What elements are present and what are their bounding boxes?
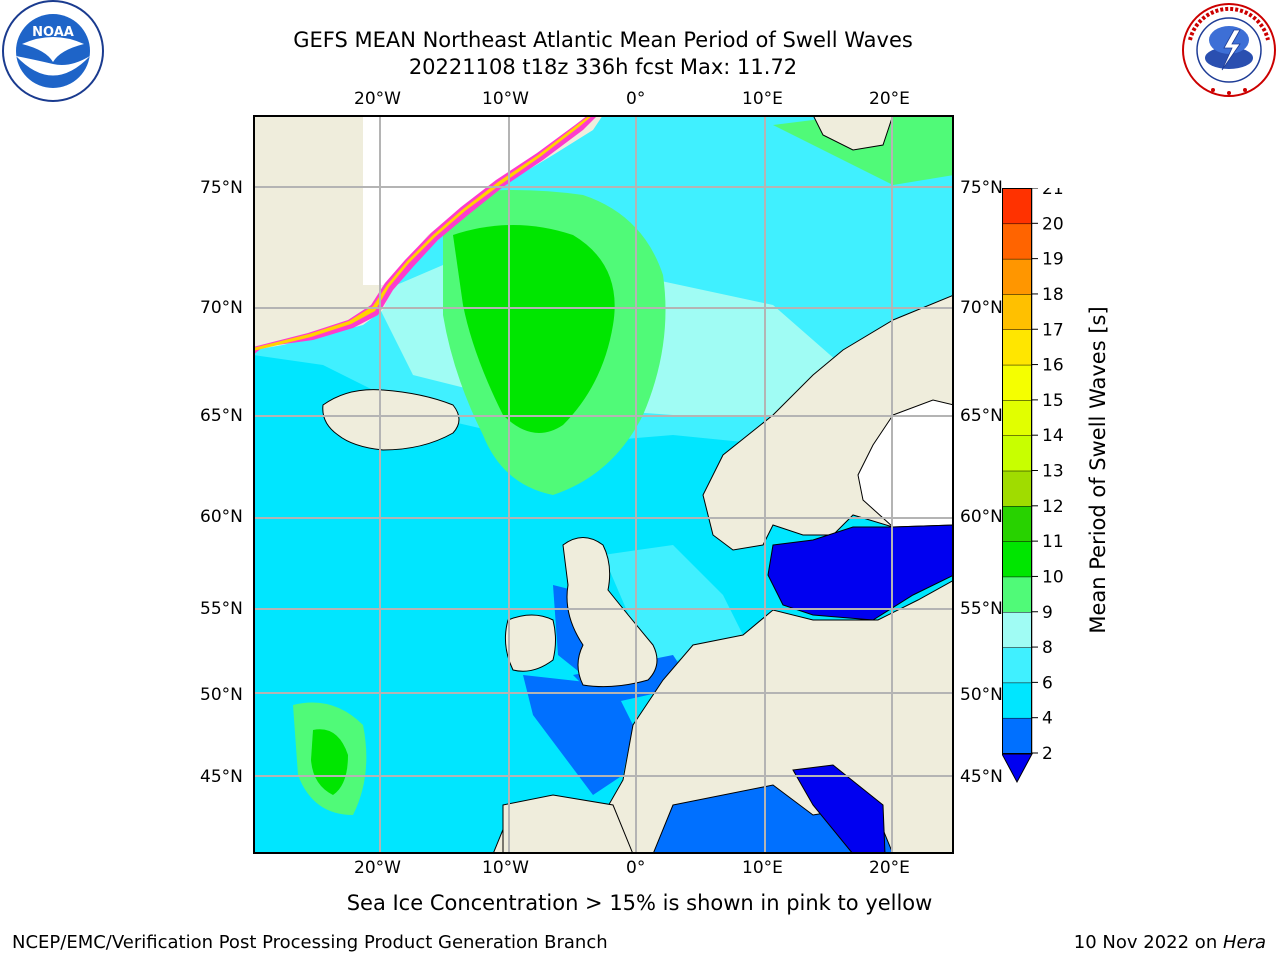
lon-tick-label: 10°W [482,858,529,878]
colorbar-swatch [1002,293,1033,330]
colorbar-tick-label: 9 [1042,603,1053,623]
sea-adriatic [792,764,886,854]
colorbar-swatch [1002,470,1033,507]
sea-ice-note: Sea Ice Concentration > 15% is shown in … [346,891,933,915]
footer-credit: NCEP/EMC/Verification Post Processing Pr… [12,932,608,953]
swell-field-green-inner [453,225,615,433]
lon-tick-label: 20°W [354,89,401,109]
colorbar-swatch [1002,258,1033,295]
map-border [253,115,954,854]
lat-tick-label: 60°N [200,507,243,527]
colorbar-swatch [1002,717,1033,754]
colorbar-tick-label: 21 [1042,188,1064,199]
swell-field-green-sw-core [311,729,348,795]
footer-date-text: 10 Nov 2022 on [1073,932,1223,953]
noaa-logo: NOAA [2,0,104,102]
colorbar-swatch [1002,364,1033,401]
colorbar-swatch [1002,682,1033,719]
colorbar-swatch [1002,611,1033,648]
lat-tick-label: 70°N [200,298,243,318]
lon-tick-label: 20°E [869,858,910,878]
land-iceland [322,389,460,451]
colorbar-swatch [1002,646,1033,684]
lon-tick-label: 20°E [869,89,910,109]
colorbar-swatch [1002,540,1033,578]
lat-tick-label: 70°N [960,298,1003,318]
lon-tick-label: 10°E [742,89,783,109]
lat-ticks-left: 75°N 70°N 65°N 60°N 55°N 50°N 45°N [196,0,252,960]
colorbar-tick-label: 14 [1042,426,1064,446]
colorbar-swatch [1002,223,1033,260]
lon-tick-label: 0° [626,89,646,109]
land-iberia [502,794,634,854]
lat-tick-label: 65°N [200,406,243,426]
colorbar-under-triangle [1002,753,1033,784]
map-panel [253,115,954,854]
lat-tick-label: 75°N [200,178,243,198]
colorbar-tick-label: 6 [1042,673,1053,693]
swell-field-green-ne [773,115,954,185]
colorbar-tick-label: 13 [1042,462,1064,482]
colorbar-swatch [1002,399,1033,436]
lat-tick-label: 65°N [960,406,1003,426]
colorbar-tick-label: 8 [1042,638,1053,658]
lat-ticks-right: 75°N 70°N 65°N 60°N 55°N 50°N 45°N [958,0,1014,960]
colorbar: 2 4 6 8 9 10 11 12 13 14 15 16 17 18 19 20 21 [1002,188,1064,784]
lat-tick-label: 60°N [960,507,1003,527]
lat-tick-label: 50°N [200,685,243,705]
colorbar-tick-label: 16 [1042,356,1064,376]
colorbar-swatch [1002,576,1033,613]
lon-ticks-bottom: 20°W 10°W 0° 10°E 20°E [0,858,1000,880]
colorbar-swatch [1002,188,1033,225]
colorbar-tick-label: 19 [1042,250,1064,270]
lat-tick-label: 45°N [200,767,243,787]
colorbar-border [1002,188,1032,754]
swell-field-blue-biscay [523,675,633,795]
footer-date: 10 Nov 2022 on Hera [1074,932,1266,953]
chart-title: GEFS MEAN Northeast Atlantic Mean Period… [293,28,913,52]
colorbar-swatch [1002,505,1033,542]
colorbar-swatch [1002,329,1033,366]
colorbar-tick-label: 20 [1042,214,1064,234]
lat-tick-label: 75°N [960,178,1003,198]
lon-tick-label: 10°E [742,858,783,878]
colorbar-tick-label: 18 [1042,285,1064,305]
land-ireland [504,614,556,672]
colorbar-tick-label: 2 [1042,744,1053,764]
colorbar-label: Mean Period of Swell Waves [s] [1086,306,1110,634]
colorbar-swatch [1002,434,1033,472]
chart-subtitle: 20221108 t18z 336h fcst Max: 11.72 [408,55,798,79]
lon-tick-label: 20°W [354,858,401,878]
graticule [253,115,954,854]
noaa-logo-text: NOAA [32,25,74,40]
lat-tick-label: 55°N [200,599,243,619]
colorbar-tick-label: 15 [1042,391,1064,411]
lat-tick-label: 55°N [960,599,1003,619]
lon-tick-label: 10°W [482,89,529,109]
land-svalbard [812,115,894,151]
sea-baltic [767,524,954,621]
lat-tick-label: 50°N [960,685,1003,705]
colorbar-tick-label: 4 [1042,709,1053,729]
colorbar-tick-label: 11 [1042,532,1064,552]
colorbar-tick-label: 10 [1042,567,1064,587]
land-great-britain [562,537,658,688]
lon-tick-label: 0° [626,858,646,878]
lon-ticks-top: 20°W 10°W 0° 10°E 20°E [0,89,1000,111]
colorbar-tick-label: 12 [1042,497,1064,517]
colorbar-tick-label: 17 [1042,320,1064,340]
nws-logo [1182,3,1276,97]
footer-host: Hera [1222,932,1266,953]
lat-tick-label: 45°N [960,767,1003,787]
